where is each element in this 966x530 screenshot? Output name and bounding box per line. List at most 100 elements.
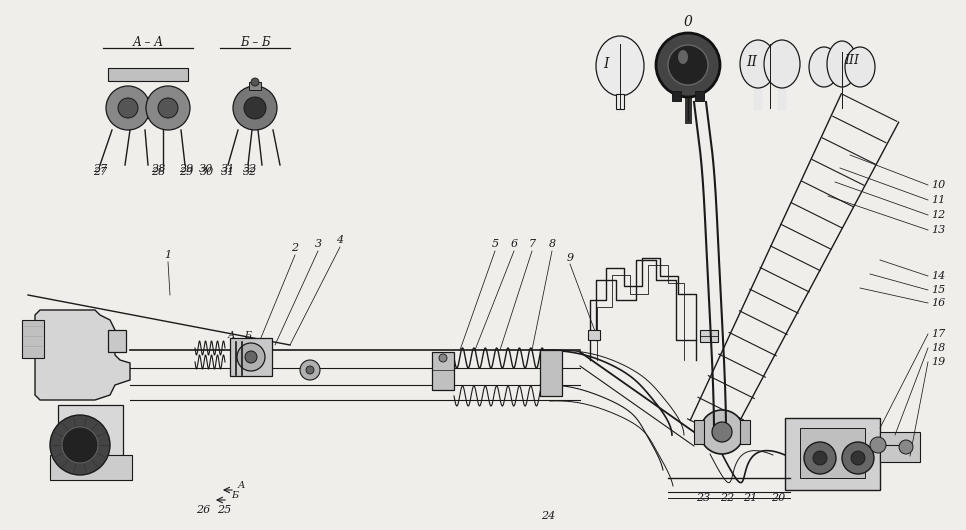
Text: 21: 21	[743, 493, 757, 503]
Circle shape	[62, 427, 98, 463]
Circle shape	[813, 451, 827, 465]
Text: 10: 10	[931, 180, 945, 190]
Text: 17: 17	[931, 329, 945, 339]
Text: III: III	[844, 54, 860, 66]
Bar	[800, 428, 865, 478]
Text: 5: 5	[492, 239, 498, 249]
Text: 16: 16	[931, 298, 945, 308]
Ellipse shape	[740, 40, 776, 88]
Circle shape	[146, 86, 190, 130]
Circle shape	[439, 354, 447, 362]
Bar	[695, 91, 704, 101]
Ellipse shape	[764, 40, 800, 88]
Text: 26: 26	[196, 505, 211, 515]
Text: 30: 30	[200, 167, 214, 177]
Text: 12: 12	[931, 210, 945, 220]
Circle shape	[233, 86, 277, 130]
Bar	[700, 330, 718, 342]
Bar	[785, 418, 880, 490]
Circle shape	[842, 442, 874, 474]
Text: 4: 4	[336, 235, 344, 245]
Bar	[230, 338, 272, 376]
Ellipse shape	[809, 47, 839, 87]
Circle shape	[851, 451, 865, 465]
Text: 28: 28	[151, 164, 165, 174]
Text: 0: 0	[684, 15, 693, 29]
Ellipse shape	[596, 36, 644, 96]
Text: 27: 27	[93, 164, 107, 174]
Bar	[108, 68, 188, 81]
Bar	[432, 352, 454, 390]
Bar	[540, 350, 562, 396]
Text: 32: 32	[242, 164, 257, 174]
Text: 8: 8	[549, 239, 555, 249]
Text: Б: Б	[231, 491, 239, 500]
Bar	[694, 420, 704, 444]
Ellipse shape	[827, 41, 857, 87]
Text: 11: 11	[931, 195, 945, 205]
Bar	[880, 432, 920, 462]
Bar	[740, 420, 750, 444]
Text: 2: 2	[292, 243, 298, 253]
Circle shape	[712, 422, 732, 442]
Bar	[616, 94, 624, 109]
Text: 3: 3	[315, 239, 322, 249]
Bar	[22, 320, 44, 358]
Bar	[249, 82, 261, 90]
Circle shape	[118, 98, 138, 118]
Circle shape	[306, 366, 314, 374]
Circle shape	[244, 97, 266, 119]
Circle shape	[804, 442, 836, 474]
Text: 6: 6	[510, 239, 518, 249]
Circle shape	[245, 351, 257, 363]
Text: 29: 29	[179, 164, 193, 174]
Text: I: I	[603, 57, 609, 71]
Text: 7: 7	[528, 239, 535, 249]
Text: А – А: А – А	[132, 36, 163, 49]
Text: 22: 22	[720, 493, 734, 503]
Text: 32: 32	[242, 167, 257, 177]
Text: 29: 29	[179, 167, 193, 177]
Text: II: II	[747, 55, 757, 69]
Text: 19: 19	[931, 357, 945, 367]
Text: 28: 28	[151, 167, 165, 177]
Circle shape	[50, 415, 110, 475]
Circle shape	[158, 98, 178, 118]
Text: 14: 14	[931, 271, 945, 281]
Ellipse shape	[845, 47, 875, 87]
Bar	[50, 455, 132, 480]
Text: 15: 15	[931, 285, 945, 295]
Circle shape	[251, 78, 259, 86]
Text: 1: 1	[164, 250, 172, 260]
Text: Б: Б	[244, 331, 251, 340]
Bar	[672, 91, 681, 101]
Circle shape	[237, 343, 265, 371]
Text: 31: 31	[221, 167, 235, 177]
Circle shape	[899, 440, 913, 454]
Text: 25: 25	[217, 505, 231, 515]
Bar	[588, 330, 600, 340]
Circle shape	[668, 45, 708, 85]
Text: Б – Б: Б – Б	[240, 36, 270, 49]
Circle shape	[300, 360, 320, 380]
Text: 20: 20	[771, 493, 785, 503]
Bar	[128, 98, 168, 118]
Circle shape	[656, 33, 720, 97]
Text: А: А	[238, 481, 245, 490]
Polygon shape	[35, 310, 130, 400]
Text: 27: 27	[93, 167, 107, 177]
Circle shape	[700, 410, 744, 454]
Text: 23: 23	[696, 493, 710, 503]
Text: 18: 18	[931, 343, 945, 353]
Circle shape	[870, 437, 886, 453]
Text: 24: 24	[541, 511, 555, 521]
Text: 13: 13	[931, 225, 945, 235]
Text: А: А	[228, 331, 236, 340]
Bar	[58, 405, 123, 477]
Text: 31: 31	[221, 164, 235, 174]
Bar	[108, 330, 126, 352]
Text: 9: 9	[566, 253, 574, 263]
Circle shape	[106, 86, 150, 130]
Ellipse shape	[678, 50, 688, 64]
Text: 30: 30	[199, 164, 213, 174]
